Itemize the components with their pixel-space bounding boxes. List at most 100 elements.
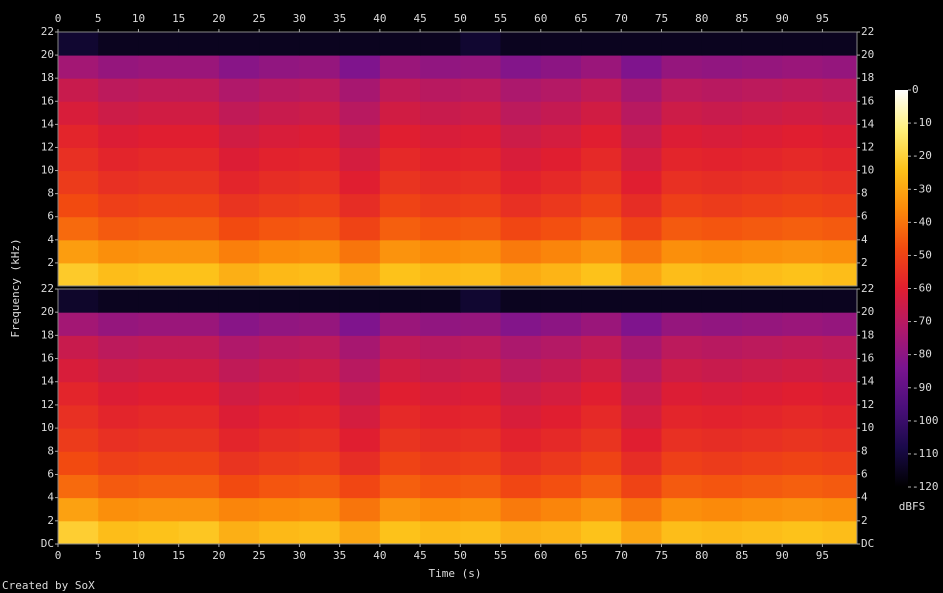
heatmap-cell [178,216,220,241]
x-tick-label-top: 90 [776,12,789,25]
x-tick-label-top: 80 [695,12,708,25]
heatmap-cell [661,451,703,475]
heatmap-cell [822,381,858,406]
heatmap-cell [379,312,421,336]
y-tick-label: 12 [41,398,54,411]
heatmap-cell [661,78,703,102]
y-tick-label: 22 [41,25,54,38]
heatmap-cell [621,193,662,218]
heatmap-cell [138,147,180,172]
heatmap-cell [540,216,582,241]
heatmap-cell [98,32,139,56]
heatmap-cell [581,335,622,360]
heatmap-cell [701,451,743,475]
heatmap-cell [379,289,421,313]
heatmap-cell [701,474,743,499]
heatmap-cell [822,101,858,125]
heatmap-cell [259,497,300,522]
heatmap-cell [500,497,542,522]
heatmap-cell [259,32,300,56]
heatmap-cell [782,381,823,406]
y-tick-label-right: 6 [861,467,868,480]
heatmap-cell [741,32,783,56]
heatmap-cell [661,497,703,522]
heatmap-cell [299,124,341,148]
heatmap-cell [822,520,858,545]
colorbar-tick-label: -70 [912,315,932,328]
heatmap-cell [98,147,139,172]
heatmap-cell [822,262,858,287]
heatmap-cell [259,335,300,360]
heatmap-cell [581,147,622,172]
heatmap-cell [58,239,99,264]
heatmap-cell [379,404,421,429]
heatmap-cell [661,262,703,287]
heatmap-cell [178,358,220,383]
heatmap-cell [218,428,260,452]
heatmap-cell [339,193,381,218]
x-tick-label-top: 20 [212,12,225,25]
heatmap-cell [540,428,582,452]
heatmap-cell [178,55,220,79]
colorbar [895,90,908,487]
y-tick-label: 6 [47,467,54,480]
heatmap-cell [500,262,542,287]
heatmap-cell [259,451,300,475]
heatmap-cell [379,55,421,79]
heatmap-cell [58,193,99,218]
x-tick-label: 90 [776,549,789,562]
heatmap-cell [98,262,139,287]
heatmap-cell [178,101,220,125]
heatmap-cell [500,32,542,56]
y-tick-label-right: 8 [861,444,868,457]
heatmap-cell [259,381,300,406]
heatmap-cell [58,404,99,429]
heatmap-cell [420,381,461,406]
heatmap-cell [822,358,858,383]
x-tick-label-top: 85 [735,12,748,25]
heatmap-cell [621,170,662,195]
heatmap-cell [339,312,381,336]
heatmap-cell [379,101,421,125]
x-tick-label: 20 [212,549,225,562]
colorbar-tick-label: -100 [912,414,939,427]
heatmap-cell [822,474,858,499]
x-tick-label-top: 60 [534,12,547,25]
heatmap-cell [621,32,662,56]
heatmap-cell [500,193,542,218]
heatmap-cell [420,289,461,313]
heatmap-cell [741,381,783,406]
heatmap-cell [259,124,300,148]
heatmap-cell [782,262,823,287]
heatmap-cell [661,147,703,172]
y-tick-label: 10 [41,421,54,434]
heatmap-cell [782,358,823,383]
heatmap-cell [782,428,823,452]
y-tick-label: 4 [47,491,54,504]
heatmap-cell [741,404,783,429]
heatmap-cell [98,451,139,475]
y-tick-label: 22 [41,282,54,295]
x-tick-label: 85 [735,549,748,562]
heatmap-cell [782,170,823,195]
heatmap-cell [58,381,99,406]
colorbar-tick-label: -10 [912,116,932,129]
heatmap-cell [420,239,461,264]
y-tick-label: 10 [41,164,54,177]
heatmap-cell [218,497,260,522]
heatmap-cell [661,404,703,429]
heatmap-cell [420,124,461,148]
heatmap-cell [299,239,341,264]
heatmap-cell [218,78,260,102]
heatmap-cell [822,78,858,102]
heatmap-cell [581,55,622,79]
heatmap-cell [138,124,180,148]
heatmap-cell [178,451,220,475]
heatmap-cell [460,451,502,475]
heatmap-cell [782,78,823,102]
heatmap-cell [218,474,260,499]
heatmap-cell [701,497,743,522]
heatmap-cell [98,216,139,241]
heatmap-cell [701,78,743,102]
heatmap-cell [782,193,823,218]
